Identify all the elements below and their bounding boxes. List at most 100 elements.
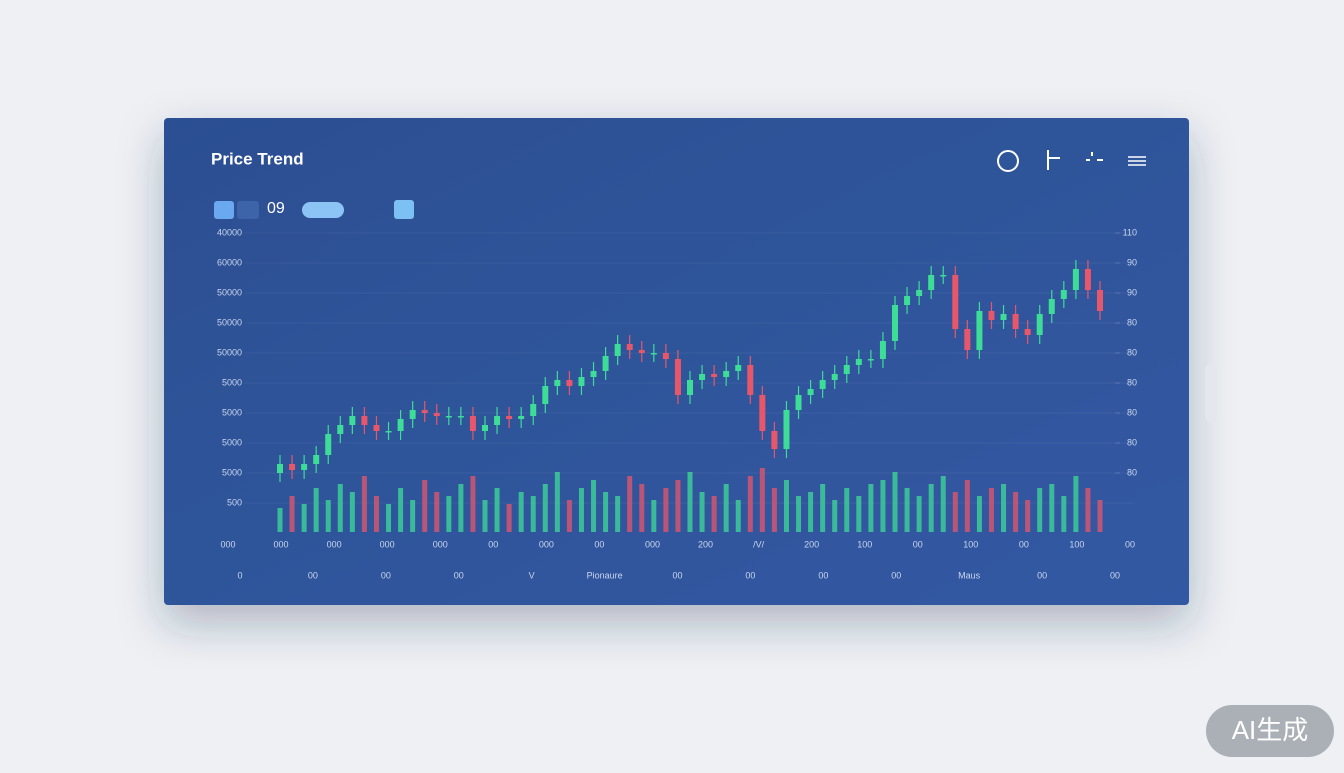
volume-bar xyxy=(783,480,789,532)
candle-body xyxy=(361,416,368,425)
x-tick-label: 000 xyxy=(380,539,395,549)
y-tick-label: 5000 xyxy=(222,467,242,477)
volume-bar xyxy=(976,496,982,532)
candle-body xyxy=(506,416,513,419)
volume-bar xyxy=(325,500,331,532)
x-tick-label: 100 xyxy=(963,539,978,549)
x-tick-label: 000 xyxy=(220,539,235,549)
candle-body xyxy=(445,416,452,418)
y-tick-label: 40000 xyxy=(217,227,242,237)
volume-bar xyxy=(711,496,717,532)
volume-bar xyxy=(988,488,994,532)
footer-label: 00 xyxy=(1037,570,1047,580)
tool-button[interactable] xyxy=(214,201,234,219)
candle-body xyxy=(988,311,995,320)
x-tick-label: 000 xyxy=(539,539,554,549)
icon[interactable] xyxy=(997,150,1019,172)
candle-body xyxy=(638,350,645,353)
footer-label: 00 xyxy=(672,570,682,580)
volume-bar xyxy=(301,504,307,532)
volume-bar xyxy=(880,480,886,532)
candle-body xyxy=(554,380,561,386)
y2-tick-label: 80 xyxy=(1127,317,1137,327)
y-tick-label: 50000 xyxy=(217,317,242,327)
candle-body xyxy=(457,416,464,418)
volume-bar xyxy=(759,468,765,532)
volume-bar xyxy=(747,476,753,532)
volume-bar xyxy=(771,488,777,532)
tool-chip[interactable] xyxy=(302,202,344,218)
watermark: AI生成 xyxy=(1232,715,1309,745)
tool-button[interactable] xyxy=(237,201,259,219)
candle-body xyxy=(867,359,874,361)
y-tick-label: 50000 xyxy=(217,287,242,297)
y2-tick-label: 80 xyxy=(1127,467,1137,477)
volume-bar xyxy=(627,476,633,532)
candle-body xyxy=(482,425,488,431)
candle-body xyxy=(469,416,476,431)
volume-bar xyxy=(313,488,319,532)
volume-bar xyxy=(434,492,440,532)
volume-bar xyxy=(386,504,392,532)
volume-bar xyxy=(289,496,295,532)
icon[interactable] xyxy=(1128,156,1146,166)
x-tick-label: 100 xyxy=(1069,539,1084,549)
candle-body xyxy=(1012,314,1019,329)
y2-tick-label: 80 xyxy=(1127,437,1137,447)
candle-body xyxy=(542,386,549,404)
candle-body xyxy=(277,464,283,473)
footer-label: Pionaure xyxy=(587,570,623,580)
tool-button[interactable] xyxy=(394,200,414,219)
candle-body xyxy=(1000,314,1007,320)
candle-body xyxy=(892,305,898,341)
footer-label: V xyxy=(529,570,535,580)
candle-body xyxy=(807,389,814,395)
candle-body xyxy=(735,365,742,371)
candle-body xyxy=(313,455,320,464)
volume-bar xyxy=(904,488,910,532)
candle-body xyxy=(650,353,657,355)
toolbar-label: 09 xyxy=(267,200,285,217)
volume-bar xyxy=(446,496,452,532)
volume-bar xyxy=(1037,488,1043,532)
volume-bar xyxy=(663,488,669,532)
y2-tick-label: 80 xyxy=(1127,347,1137,357)
y-tick-label: 50000 xyxy=(217,347,242,357)
y-tick-label: 5000 xyxy=(222,407,242,417)
volume-bar xyxy=(892,472,898,532)
volume-bar xyxy=(1073,476,1079,532)
x-tick-label: 000 xyxy=(645,539,660,549)
x-tick-label: 000 xyxy=(274,539,289,549)
candle-body xyxy=(566,380,573,386)
icon[interactable] xyxy=(1086,152,1103,161)
y-tick-label: 500 xyxy=(227,497,242,507)
candle-body xyxy=(373,425,380,431)
icon[interactable] xyxy=(1047,150,1060,170)
y-tick-label: 5000 xyxy=(222,377,242,387)
x-tick-label: 200 xyxy=(698,539,713,549)
candle-body xyxy=(904,296,911,305)
y2-tick-label: 80 xyxy=(1127,407,1137,417)
candle-body xyxy=(928,275,935,290)
candle-body xyxy=(699,374,706,380)
volume-bar xyxy=(964,480,970,532)
candle-body xyxy=(518,416,525,419)
candle-body xyxy=(1097,290,1103,311)
x-tick-label: 00 xyxy=(1125,539,1135,549)
volume-bar xyxy=(603,492,609,532)
x-tick-label: 00 xyxy=(488,539,498,549)
x-tick-label: 100 xyxy=(857,539,872,549)
volume-bar xyxy=(1061,496,1067,532)
chart-title: Price Trend xyxy=(211,149,304,168)
candle-body xyxy=(711,374,718,377)
x-tick-label: 00 xyxy=(913,539,923,549)
candle-body xyxy=(421,410,428,413)
volume-bar xyxy=(373,496,379,532)
candle-body xyxy=(1036,314,1043,335)
volume-bar xyxy=(578,488,584,532)
volume-bar xyxy=(337,484,343,532)
scroll-handle[interactable] xyxy=(1205,364,1217,422)
y2-tick-label: 80 xyxy=(1127,377,1137,387)
volume-bar xyxy=(687,472,693,532)
